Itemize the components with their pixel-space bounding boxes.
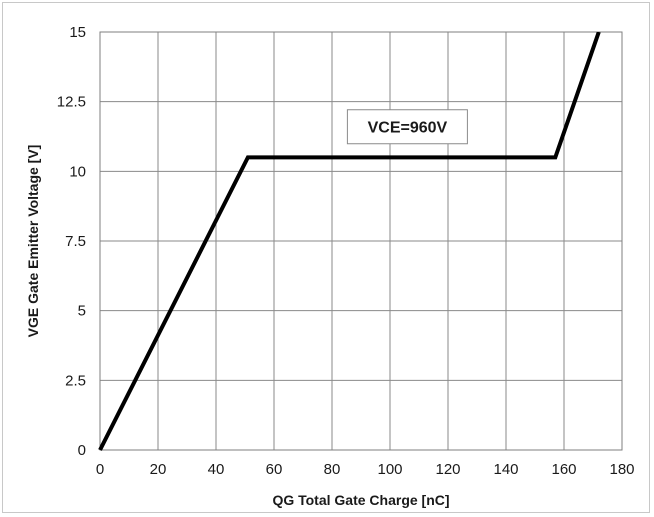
annotation-label: VCE=960V (368, 120, 448, 137)
y-tick-label: 0 (78, 442, 86, 459)
x-tick-labels: 0 20 40 60 80 100 120 140 160 180 (96, 461, 635, 478)
x-tick-label: 40 (208, 461, 225, 478)
annotation-box (346, 109, 468, 145)
x-tick-label: 120 (435, 461, 460, 478)
x-tick-label: 60 (266, 461, 283, 478)
y-tick-label: 15 (69, 24, 86, 41)
x-axis-title: QG Total Gate Charge [nC] (272, 492, 449, 508)
x-tick-label: 100 (377, 461, 402, 478)
x-tick-label: 80 (324, 461, 341, 478)
x-tick-label: 140 (493, 461, 518, 478)
y-tick-labels: 0 2.5 5 7.5 10 12.5 15 (57, 24, 86, 459)
annotation-layer: VCE=960V (346, 109, 468, 145)
series-layer (98, 32, 601, 451)
y-tick-label: 12.5 (57, 94, 86, 111)
series-line-0 (98, 32, 601, 451)
y-tick-label: 10 (69, 163, 86, 180)
y-tick-label: 2.5 (65, 372, 86, 389)
x-tick-label: 160 (551, 461, 576, 478)
plot-border (99, 31, 623, 451)
x-tick-label: 0 (96, 461, 104, 478)
x-tick-label: 180 (609, 461, 634, 478)
y-tick-label: 7.5 (65, 233, 86, 250)
y-tick-label: 5 (78, 303, 86, 320)
y-axis-title: VGE Gate Emitter Voltage [V] (25, 145, 41, 338)
x-tick-label: 20 (150, 461, 167, 478)
